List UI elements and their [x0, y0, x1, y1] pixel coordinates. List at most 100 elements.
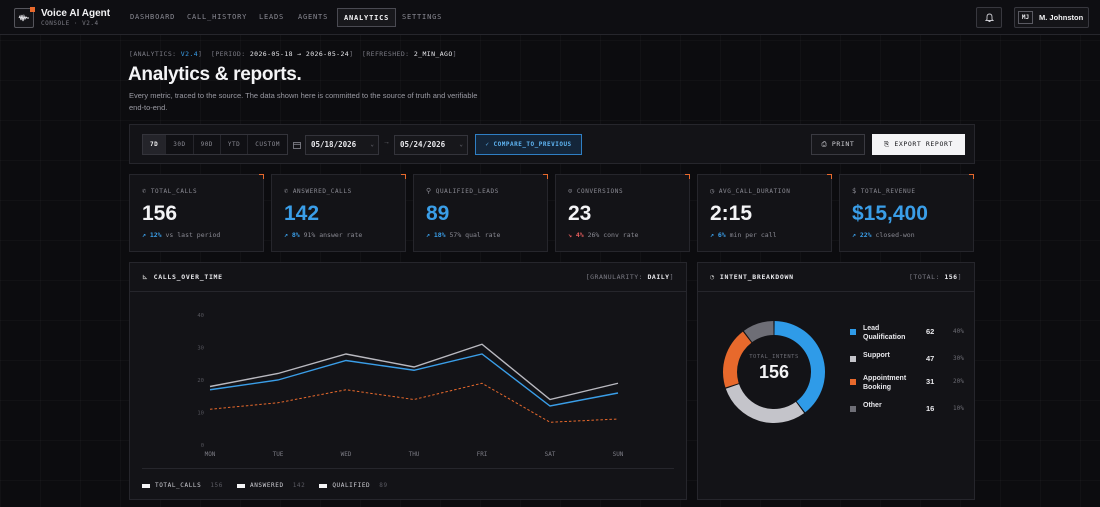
kpi-card-conversions[interactable]: ⊙ CONVERSIONS 23 ↘ 4% 26% conv rate: [555, 174, 690, 252]
intent-total-close: ]: [957, 273, 962, 281]
range-ytd-button[interactable]: YTD: [221, 135, 249, 154]
range-30d-button[interactable]: 30D: [166, 135, 194, 154]
meta-refreshed-close: ]: [452, 50, 457, 58]
kpi-delta: ↗ 18% 57% qual rate: [426, 231, 500, 239]
check-circle-icon: ⊙: [568, 187, 573, 195]
export-report-button[interactable]: ⎘ EXPORT REPORT: [872, 134, 965, 155]
kpi-delta-note: 91% answer rate: [303, 231, 363, 239]
card-corner-accent: [401, 174, 406, 179]
intent-legend-row[interactable]: Other 16 10%: [850, 402, 966, 420]
intent-legend-row[interactable]: Lead Qualification 62 40%: [850, 325, 966, 343]
intent-percent: 40%: [953, 328, 964, 335]
legend-count: 156: [210, 482, 223, 489]
kpi-card-qualified-leads[interactable]: ⚲ QUALIFIED_LEADS 89 ↗ 18% 57% qual rate: [413, 174, 548, 252]
kpi-label: $ TOTAL_REVENUE: [852, 187, 916, 195]
intent-count: 16: [926, 404, 935, 413]
legend-item-qualified[interactable]: QUALIFIED 89: [319, 482, 387, 489]
legend-item-answered[interactable]: ANSWERED 142: [236, 482, 306, 489]
calls-over-time-chart: 0 10 20 30 40 MON TUE WED THU FRI SAT SUN: [197, 313, 623, 458]
chevron-down-icon: ⌄: [370, 141, 374, 148]
kpi-label-text: ANSWERED_CALLS: [292, 188, 352, 195]
date-from-input[interactable]: 05/18/2026 ⌄: [305, 135, 379, 155]
kpi-card-avg-call-duration[interactable]: ◷ AVG_CALL_DURATION 2:15 ↗ 6% min per call: [697, 174, 832, 252]
notifications-button[interactable]: [976, 7, 1002, 28]
x-tick-label: TUE: [273, 451, 284, 458]
kpi-card-answered-calls[interactable]: ✆ ANSWERED_CALLS 142 ↗ 8% 91% answer rate: [271, 174, 406, 252]
kpi-delta-value: ↗ 8%: [284, 231, 300, 239]
series-line-qualified: [209, 382, 619, 423]
legend-label: QUALIFIED: [332, 482, 371, 489]
y-tick-label: 0: [201, 443, 204, 449]
donut-slice-other[interactable]: [743, 321, 774, 343]
kpi-value: 156: [142, 202, 178, 225]
compare-to-previous-toggle[interactable]: ✓ COMPARE_TO_PREVIOUS: [475, 134, 582, 155]
card-corner-accent: [685, 174, 690, 179]
legend-divider: [142, 468, 674, 469]
intent-legend-row[interactable]: Support 47 30%: [850, 352, 966, 370]
kpi-delta-value: ↗ 18%: [426, 231, 446, 239]
calls-over-time-panel: ⊾ CALLS_OVER_TIME [GRANULARITY: DAILY] 0 1…: [129, 262, 687, 500]
meta-period-key: [PERIOD:: [211, 50, 246, 58]
range-90d-button[interactable]: 90D: [194, 135, 221, 154]
nav-item-settings[interactable]: SETTINGS: [402, 13, 443, 21]
phone-incoming-icon: ✆: [284, 187, 289, 195]
nav-item-dashboard[interactable]: DASHBOARD: [130, 13, 176, 21]
kpi-delta: ↘ 4% 26% conv rate: [568, 231, 638, 239]
intent-breakdown-panel: ◔ INTENT_BREAKDOWN [TOTAL: 156] TOTAL_INT…: [697, 262, 975, 500]
kpi-label-text: CONVERSIONS: [576, 188, 624, 195]
user-menu-button[interactable]: MJ M. Johnston: [1014, 7, 1089, 28]
nav-item-analytics[interactable]: ANALYTICS: [337, 8, 397, 27]
granularity-close: ]: [669, 273, 674, 281]
y-tick-label: 40: [197, 313, 204, 319]
meta-refreshed-key: [REFRESHED:: [362, 50, 410, 58]
user-plus-icon: ⚲: [426, 187, 432, 195]
card-corner-accent: [543, 174, 548, 179]
intent-breakdown-title-text: INTENT_BREAKDOWN: [719, 273, 794, 281]
user-name: M. Johnston: [1039, 13, 1084, 22]
range-7d-button[interactable]: 7D: [143, 135, 167, 154]
card-corner-accent: [969, 174, 974, 179]
donut-slice-appointment-booking[interactable]: [723, 331, 752, 388]
donut-slice-lead-qualification[interactable]: [774, 321, 826, 413]
donut-slice-support[interactable]: [725, 384, 805, 424]
legend-swatch: [142, 483, 150, 488]
nav-item-agents[interactable]: AGENTS: [298, 13, 329, 21]
series-line-answered: [209, 353, 619, 407]
kpi-delta-value: ↗ 22%: [852, 231, 872, 239]
intent-legend-row[interactable]: Appointment Booking 31 20%: [850, 375, 966, 393]
kpi-value: 89: [426, 202, 450, 225]
intent-total-value: 156: [944, 273, 958, 281]
legend-count: 142: [292, 482, 306, 489]
logo[interactable]: [14, 7, 35, 28]
kpi-card-total-calls[interactable]: ✆ TOTAL_CALLS 156 ↗ 12% vs last period: [129, 174, 264, 252]
intent-percent: 30%: [953, 355, 964, 362]
y-tick-label: 10: [197, 411, 204, 417]
date-to-input[interactable]: 05/24/2026 ⌄: [394, 135, 468, 155]
pie-chart-icon: ◔: [710, 273, 715, 281]
filter-toolbar: 7D 30D 90D YTD CUSTOM 05/18/2026 ⌄ → 05/…: [129, 124, 975, 164]
range-custom-button[interactable]: CUSTOM: [255, 141, 280, 148]
intent-count: 47: [926, 354, 935, 363]
kpi-delta: ↗ 12% vs last period: [142, 231, 220, 239]
logo-accent-dot: [30, 7, 35, 12]
meta-analytics-key: [ANALYTICS:: [129, 50, 177, 58]
legend-item-total-calls[interactable]: TOTAL_CALLS 156: [142, 482, 223, 489]
phone-icon: ✆: [142, 187, 147, 195]
kpi-delta-note: 57% qual rate: [449, 231, 501, 239]
intent-swatch: [850, 379, 856, 385]
brand-title: Voice AI Agent: [41, 8, 111, 19]
clock-icon: ◷: [710, 187, 715, 195]
legend-label: ANSWERED: [249, 482, 284, 489]
print-button[interactable]: ⎙ PRINT: [811, 134, 865, 155]
page-description: Every metric, traced to the source. The …: [129, 91, 478, 112]
intent-swatch: [850, 406, 856, 412]
page-title: Analytics & reports.: [128, 64, 302, 85]
date-range-separator: →: [383, 139, 390, 146]
nav-item-leads[interactable]: LEADS: [259, 13, 285, 21]
legend-swatch: [319, 483, 328, 488]
nav-item-call-history[interactable]: CALL_HISTORY: [187, 13, 248, 21]
legend-count: 89: [379, 482, 388, 489]
kpi-card-total-revenue[interactable]: $ TOTAL_REVENUE $15,400 ↗ 22% closed-won: [839, 174, 974, 252]
kpi-delta: ↗ 8% 91% answer rate: [284, 231, 362, 239]
series-line-total-calls: [209, 343, 619, 401]
